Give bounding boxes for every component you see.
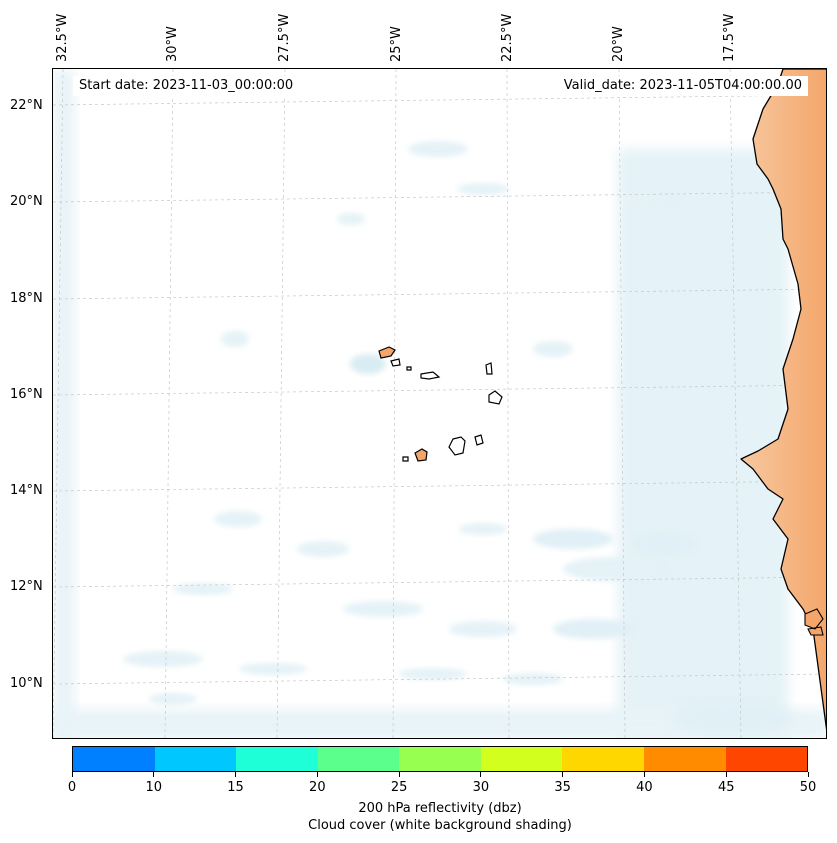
- colorbar-tick-label: 10: [145, 780, 163, 795]
- lon-label-17-5w: 17.5°W: [722, 13, 737, 62]
- lon-label-32-5w: 32.5°W: [55, 13, 70, 62]
- colorbar-tick: [562, 772, 564, 777]
- colorbar-segment: [236, 747, 318, 771]
- colorbar-label-cloud-cover: Cloud cover (white background shading): [308, 818, 572, 833]
- cape-verde-islands: [378, 346, 503, 462]
- lat-label-16n: 16°N: [10, 387, 43, 402]
- colorbar-tick-label: 50: [799, 780, 817, 795]
- colorbar-label-reflectivity: 200 hPa reflectivity (dbz): [358, 801, 522, 816]
- colorbar-tick: [316, 772, 318, 777]
- colorbar-tick: [807, 772, 809, 777]
- lon-label-22-5w: 22.5°W: [500, 13, 515, 62]
- lon-label-30w: 30°W: [165, 26, 180, 62]
- colorbar-segment: [725, 747, 808, 771]
- colorbar-segment: [317, 747, 400, 771]
- colorbar-tick-label: 40: [636, 780, 653, 795]
- colorbar-segment: [399, 747, 481, 771]
- colorbar-tick-label: 25: [390, 780, 408, 795]
- colorbar-tick: [153, 772, 155, 777]
- map-canvas: [53, 69, 826, 738]
- colorbar-tick: [71, 772, 73, 777]
- lon-label-20w: 20°W: [611, 26, 626, 62]
- colorbar-segment: [562, 747, 644, 771]
- colorbar-tick: [480, 772, 482, 777]
- lat-label-20n: 20°N: [10, 194, 43, 209]
- lat-label-18n: 18°N: [10, 291, 43, 306]
- colorbar-tick-label: 0: [67, 780, 77, 795]
- lat-label-22n: 22°N: [10, 98, 43, 113]
- colorbar-tick: [643, 772, 645, 777]
- coast-islands-south: [804, 608, 824, 636]
- colorbar-tick-label: 30: [472, 780, 490, 795]
- lat-label-12n: 12°N: [10, 579, 43, 594]
- africa-landmass: [740, 69, 826, 731]
- graticule: [53, 69, 826, 738]
- valid-date-label: Valid_date: 2023-11-05T04:00:00.00: [557, 76, 808, 96]
- colorbar-tick-label: 20: [309, 780, 326, 795]
- colorbar-tick-label: 15: [227, 780, 244, 795]
- lon-label-27-5w: 27.5°W: [277, 13, 292, 62]
- colorbar-segment: [480, 747, 563, 771]
- colorbar-tick-label: 45: [717, 780, 735, 795]
- colorbar-tick-label: 35: [554, 780, 571, 795]
- map-panel: [52, 68, 827, 739]
- colorbar-tick: [725, 772, 727, 777]
- colorbar-segment: [73, 747, 155, 771]
- colorbar-tick: [235, 772, 237, 777]
- colorbar-segment: [154, 747, 237, 771]
- lat-label-14n: 14°N: [10, 483, 43, 498]
- lon-label-25w: 25°W: [389, 26, 404, 62]
- colorbar: [72, 746, 808, 772]
- colorbar-tick: [398, 772, 400, 777]
- start-date-label: Start date: 2023-11-03_00:00:00: [73, 76, 300, 96]
- colorbar-segment: [643, 747, 726, 771]
- cloud-cover-layer: [53, 69, 826, 738]
- lat-label-10n: 10°N: [10, 676, 43, 691]
